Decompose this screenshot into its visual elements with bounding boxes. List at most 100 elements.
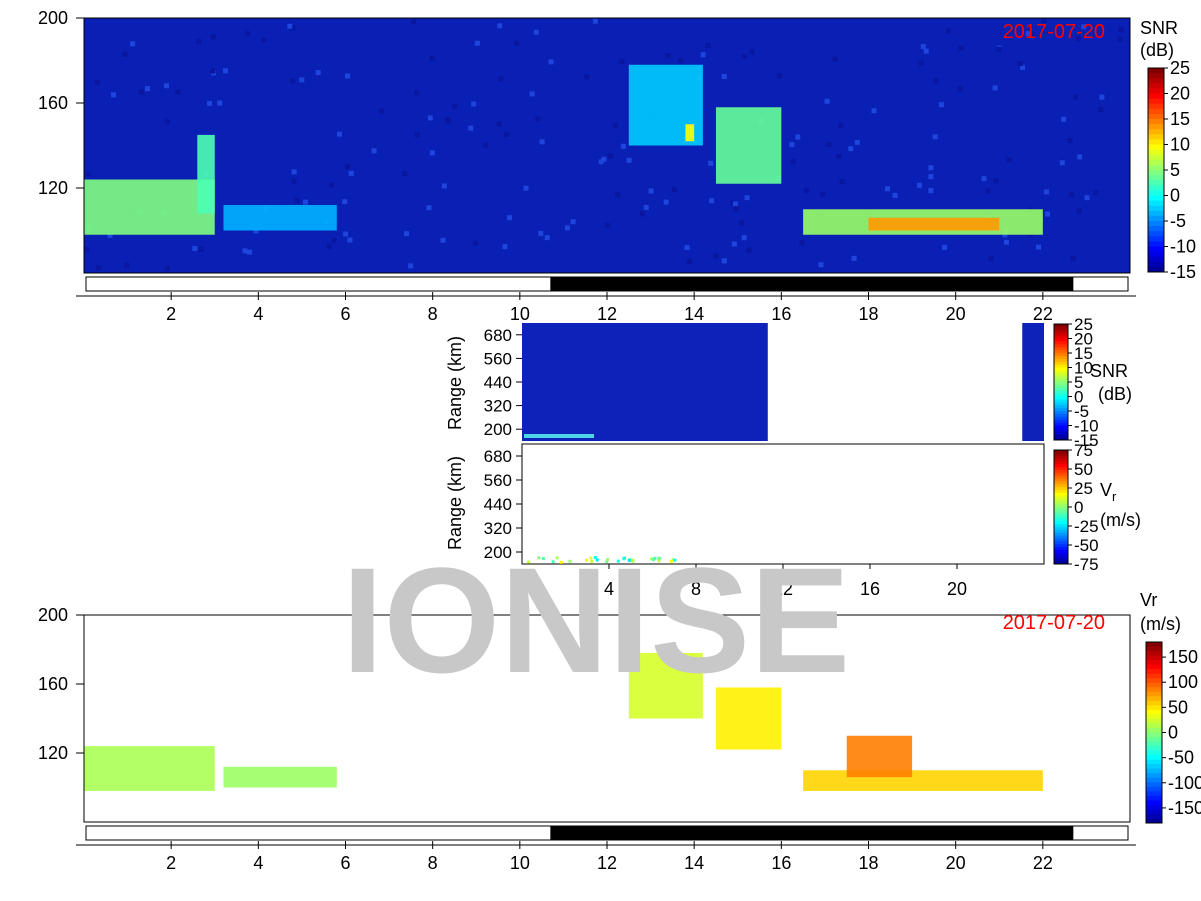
echo-region — [84, 179, 215, 235]
noise-cell — [1003, 239, 1009, 245]
vr-range-point — [650, 557, 654, 561]
colorbar-cell — [1146, 804, 1162, 810]
noise-cell — [429, 55, 435, 61]
vr-daily-x-axis: 2 4 6 8 10 12 14 16 18 20 22 — [166, 841, 1053, 873]
colorbar-cell — [1054, 419, 1068, 424]
noise-cell — [502, 244, 508, 250]
noise-cell — [608, 153, 614, 159]
x-tick-label: 12 — [597, 304, 617, 324]
noise-cell — [164, 83, 170, 89]
noise-cell — [731, 241, 737, 247]
colorbar-cell — [1146, 741, 1162, 747]
x-tick-label: 8 — [428, 853, 438, 873]
colorbar-cell — [1054, 335, 1068, 339]
colorbar-cell — [1054, 501, 1068, 505]
noise-cell — [94, 79, 100, 85]
colorbar-cell — [1054, 515, 1068, 519]
snr-daily-night-bar — [550, 277, 1074, 291]
noise-cell — [107, 232, 113, 238]
noise-cell — [933, 78, 939, 84]
x-tick-label: 4 — [253, 304, 263, 324]
colorbar-cell — [1054, 379, 1068, 383]
colorbar-cell — [1054, 561, 1068, 565]
vr-range-point — [568, 559, 572, 563]
colorbar-tick-label: 0 — [1168, 723, 1178, 743]
colorbar-cell — [1148, 124, 1164, 130]
colorbar-tick-label: 20 — [1074, 330, 1093, 349]
snr-range-y-axis: 200 320 440 560 680 — [484, 326, 522, 439]
colorbar-cell — [1148, 159, 1164, 166]
noise-cell — [665, 53, 671, 59]
noise-cell — [130, 41, 136, 47]
noise-cell — [1073, 94, 1079, 100]
noise-cell — [892, 192, 898, 198]
noise-cell — [207, 101, 213, 107]
vr-range-point — [551, 560, 555, 564]
noise-cell — [981, 176, 987, 182]
x-tick-label: 12 — [597, 853, 617, 873]
y-tick-label: 200 — [484, 420, 512, 439]
x-tick-label: 2 — [166, 853, 176, 873]
colorbar-cell — [1054, 478, 1068, 482]
colorbar-cell — [1054, 399, 1068, 403]
colorbar-cell — [1146, 673, 1162, 679]
noise-cell — [671, 187, 677, 193]
x-tick-label: 6 — [340, 304, 350, 324]
colorbar-cell — [1054, 431, 1068, 435]
colorbar-cell — [1054, 549, 1068, 554]
noise-cell — [1093, 190, 1099, 196]
colorbar-tick-label: -75 — [1074, 555, 1099, 574]
colorbar-cell — [1054, 472, 1068, 477]
noise-cell — [916, 182, 922, 188]
noise-cell — [592, 18, 598, 24]
colorbar-cell — [1054, 428, 1068, 432]
vr-range-point — [669, 559, 673, 563]
vr-range-panel: 200 320 440 560 680 Range (km) 4 8 12 16 20 7550… — [445, 441, 1141, 599]
noise-cell — [378, 108, 384, 114]
colorbar-cell — [1054, 481, 1068, 485]
colorbar-tick-label: 10 — [1074, 359, 1093, 378]
vr-range-point — [527, 560, 531, 564]
colorbar-cell — [1148, 73, 1164, 79]
snr-range-data-block — [1022, 323, 1044, 441]
snr-daily-y-axis: 120 160 200 — [38, 8, 84, 198]
colorbar-cell — [1054, 541, 1068, 545]
noise-cell — [471, 101, 477, 107]
vr-daily-colorbar: 150 100 50 0 -50 -100 -150 — [1145, 641, 1201, 824]
colorbar-tick-label: -25 — [1074, 517, 1099, 536]
colorbar-cell — [1054, 408, 1068, 412]
vr-range-point — [622, 557, 626, 561]
noise-cell — [932, 134, 938, 140]
noise-cell — [832, 56, 838, 62]
noise-cell — [942, 244, 948, 250]
colorbar-cell — [1054, 464, 1068, 468]
colorbar-cell — [1148, 180, 1164, 186]
x-tick-label: 14 — [684, 304, 704, 324]
colorbar-cell — [1148, 149, 1164, 156]
noise-cell — [291, 169, 297, 175]
echo-region — [628, 652, 703, 719]
noise-cell — [497, 23, 503, 29]
colorbar-cell — [1054, 461, 1068, 465]
watermark-text: IONISE — [342, 536, 850, 704]
noise-cell — [884, 186, 890, 192]
noise-cell — [928, 174, 934, 180]
noise-cell — [210, 68, 216, 74]
y-tick-label: 560 — [484, 349, 512, 368]
x-tick-label: 22 — [1033, 853, 1053, 873]
noise-cell — [598, 159, 604, 165]
noise-cell — [84, 247, 90, 253]
noise-cell — [347, 237, 353, 243]
noise-cell — [619, 59, 625, 65]
noise-cell — [713, 253, 719, 259]
colorbar-cell — [1146, 714, 1162, 720]
colorbar-cell — [1054, 535, 1068, 539]
colorbar-cell — [1054, 544, 1068, 548]
noise-cell — [790, 159, 796, 165]
noise-cell — [472, 240, 478, 246]
noise-cell — [730, 200, 736, 206]
